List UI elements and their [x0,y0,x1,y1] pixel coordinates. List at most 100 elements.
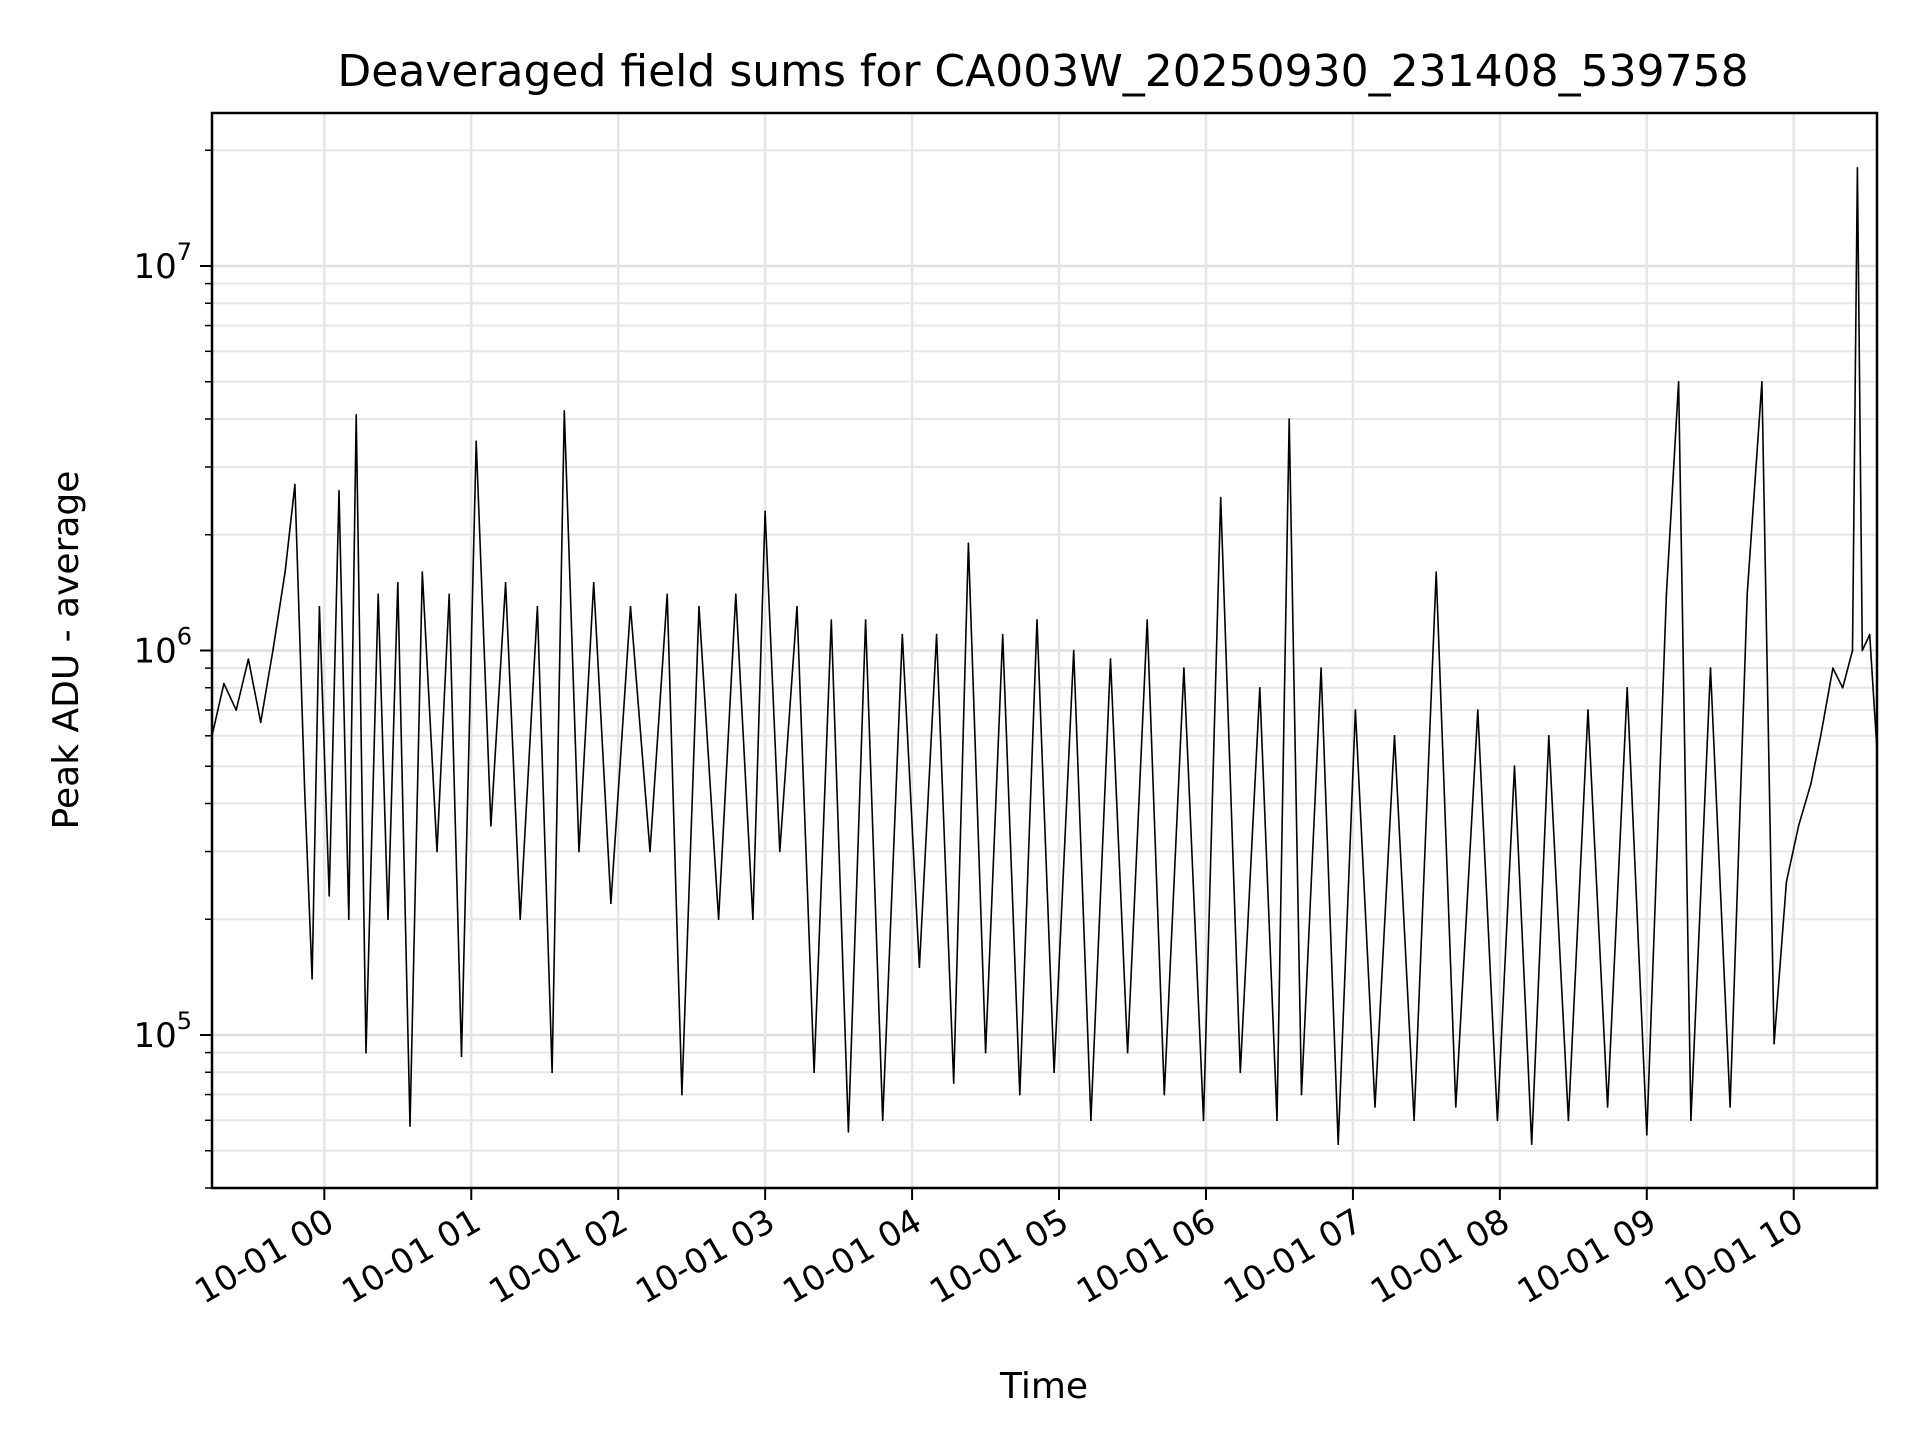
data-point [1851,649,1854,652]
data-point [1219,496,1222,499]
data-point [1646,1134,1648,1136]
data-point [551,1071,553,1074]
data-point [311,978,313,980]
chart-title: Deaveraged field sums for CA003W_2025093… [337,46,1748,97]
y-tick-label: 106 [133,623,192,672]
data-point [303,790,306,793]
data-point [475,440,478,443]
data-point [1841,687,1844,689]
data-point [1513,765,1516,767]
data-point [1477,709,1479,711]
data-point [1090,1119,1092,1122]
y-axis-title: Peak ADU - average [46,471,87,830]
data-point [338,490,340,492]
data-point [1773,1042,1775,1045]
data-point [1288,418,1290,420]
data-point [1374,1106,1376,1108]
data-point [1797,825,1800,827]
data-point [629,605,632,608]
data-point [1606,1106,1609,1108]
data-point [952,1082,955,1084]
y-tick-label: 107 [133,238,192,287]
data-point [1072,649,1075,652]
data-point [1761,381,1763,383]
data-point [592,582,595,584]
data-point [935,633,938,636]
data-point [698,605,700,608]
y-axis: 105 106 107 [133,149,212,1189]
data-point [284,571,286,573]
data-point [901,633,904,636]
data-point [1300,1093,1303,1096]
data-point [365,1051,367,1054]
data-point [1109,658,1112,660]
data-point [1202,1119,1205,1122]
data-point [519,918,521,921]
data-point [666,593,668,596]
data-point [490,825,492,827]
data-point [813,1071,815,1074]
data-point [881,1119,884,1122]
data-point [1709,667,1712,669]
data-point [1729,1106,1731,1108]
data-point [387,918,389,921]
data-point [764,510,766,513]
data-point [1036,619,1038,621]
data-point [1530,1143,1533,1145]
series-layer [211,167,1878,1145]
data-point [1337,1143,1339,1145]
data-point [1126,1051,1129,1054]
data-point [409,1125,411,1127]
data-point [610,902,612,905]
data-point [1785,881,1788,883]
data-point [1435,571,1437,573]
data-point [328,895,331,897]
data-point [1163,1093,1166,1096]
data-point [796,605,798,608]
data-point [779,850,781,853]
data-point [1548,735,1550,737]
data-point [223,682,225,685]
data-point [1746,593,1748,596]
data-point [735,593,737,596]
data-point [397,582,399,584]
data-point [1320,667,1322,669]
data-point [1819,735,1822,737]
data-point [1001,633,1004,636]
data-point [1354,709,1357,711]
data-point [272,649,274,652]
data-point [1413,1119,1415,1122]
data-point [717,918,720,921]
data-point [377,593,380,596]
data-point [752,918,754,921]
data-point [536,605,539,608]
data-point [1276,1119,1278,1122]
data-point [1677,381,1680,383]
data-point [247,658,250,660]
y-tick-label: 105 [133,1007,192,1056]
data-point [563,410,566,412]
data-point [1868,633,1871,636]
data-point [460,1055,463,1058]
data-point [1690,1119,1692,1122]
data-point [864,619,867,621]
data-point [235,709,237,711]
data-point [1665,593,1668,596]
data-point [1393,735,1396,737]
data-point [918,966,921,969]
data-point [1496,1119,1499,1122]
data-point [355,414,358,416]
data-point [681,1093,683,1096]
data-point [318,605,321,608]
data-point [1861,649,1864,652]
data-point [1239,1071,1242,1074]
data-point [1146,619,1148,621]
data-point [436,850,438,853]
data-point [847,1131,850,1133]
data-point [1832,667,1834,669]
data-point [421,571,424,573]
data-point [294,483,296,486]
data-point [448,593,451,596]
